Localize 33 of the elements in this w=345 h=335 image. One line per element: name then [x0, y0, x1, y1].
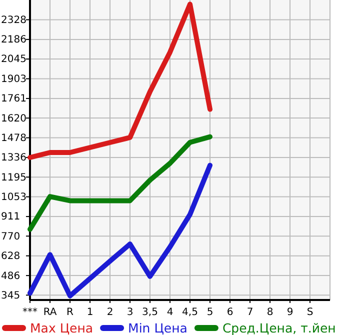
y-tick-label: 1478 [1, 132, 26, 144]
y-tick-label: 1195 [1, 172, 26, 184]
y-tick-label: 1761 [1, 94, 26, 105]
y-tick-label: 1903 [1, 74, 26, 85]
x-tick-label: 4,5 [182, 307, 198, 318]
y-tick-label: 345 [1, 290, 20, 302]
y-tick-label: 1336 [1, 152, 26, 164]
x-tick-label: 8 [266, 307, 274, 318]
x-tick-label: 3,5 [142, 307, 158, 318]
x-tick-label: 5 [206, 307, 214, 318]
x-tick-label: RA [43, 307, 57, 318]
y-tick-label: 1053 [1, 192, 26, 204]
x-tick-label: 1 [86, 307, 94, 318]
y-tick-label: 2328 [1, 14, 26, 26]
y-tick-label: 2186 [1, 34, 26, 46]
y-tick-label: 2045 [1, 54, 26, 66]
x-tick-label: 4 [166, 307, 174, 318]
y-tick-label: 770 [1, 231, 20, 242]
x-tick-label: 2 [106, 307, 114, 318]
y-tick-label: 911 [1, 212, 20, 223]
x-tick-label: *** [22, 307, 38, 318]
y-tick-label: 1620 [1, 113, 26, 124]
legend-label: Сред.Цена, т.йен [222, 320, 336, 335]
x-tick-label: S [306, 307, 314, 318]
y-tick-label: 486 [1, 270, 20, 282]
legend-label: Max Цена [30, 320, 94, 335]
y-tick-label: 628 [1, 251, 20, 262]
x-tick-label: 7 [246, 307, 254, 318]
x-tick-label: 6 [226, 307, 234, 318]
x-tick-label: R [66, 307, 74, 318]
x-tick-label: 9 [286, 307, 294, 318]
legend-label: Min Цена [128, 320, 188, 335]
x-tick-label: 3 [126, 307, 134, 318]
